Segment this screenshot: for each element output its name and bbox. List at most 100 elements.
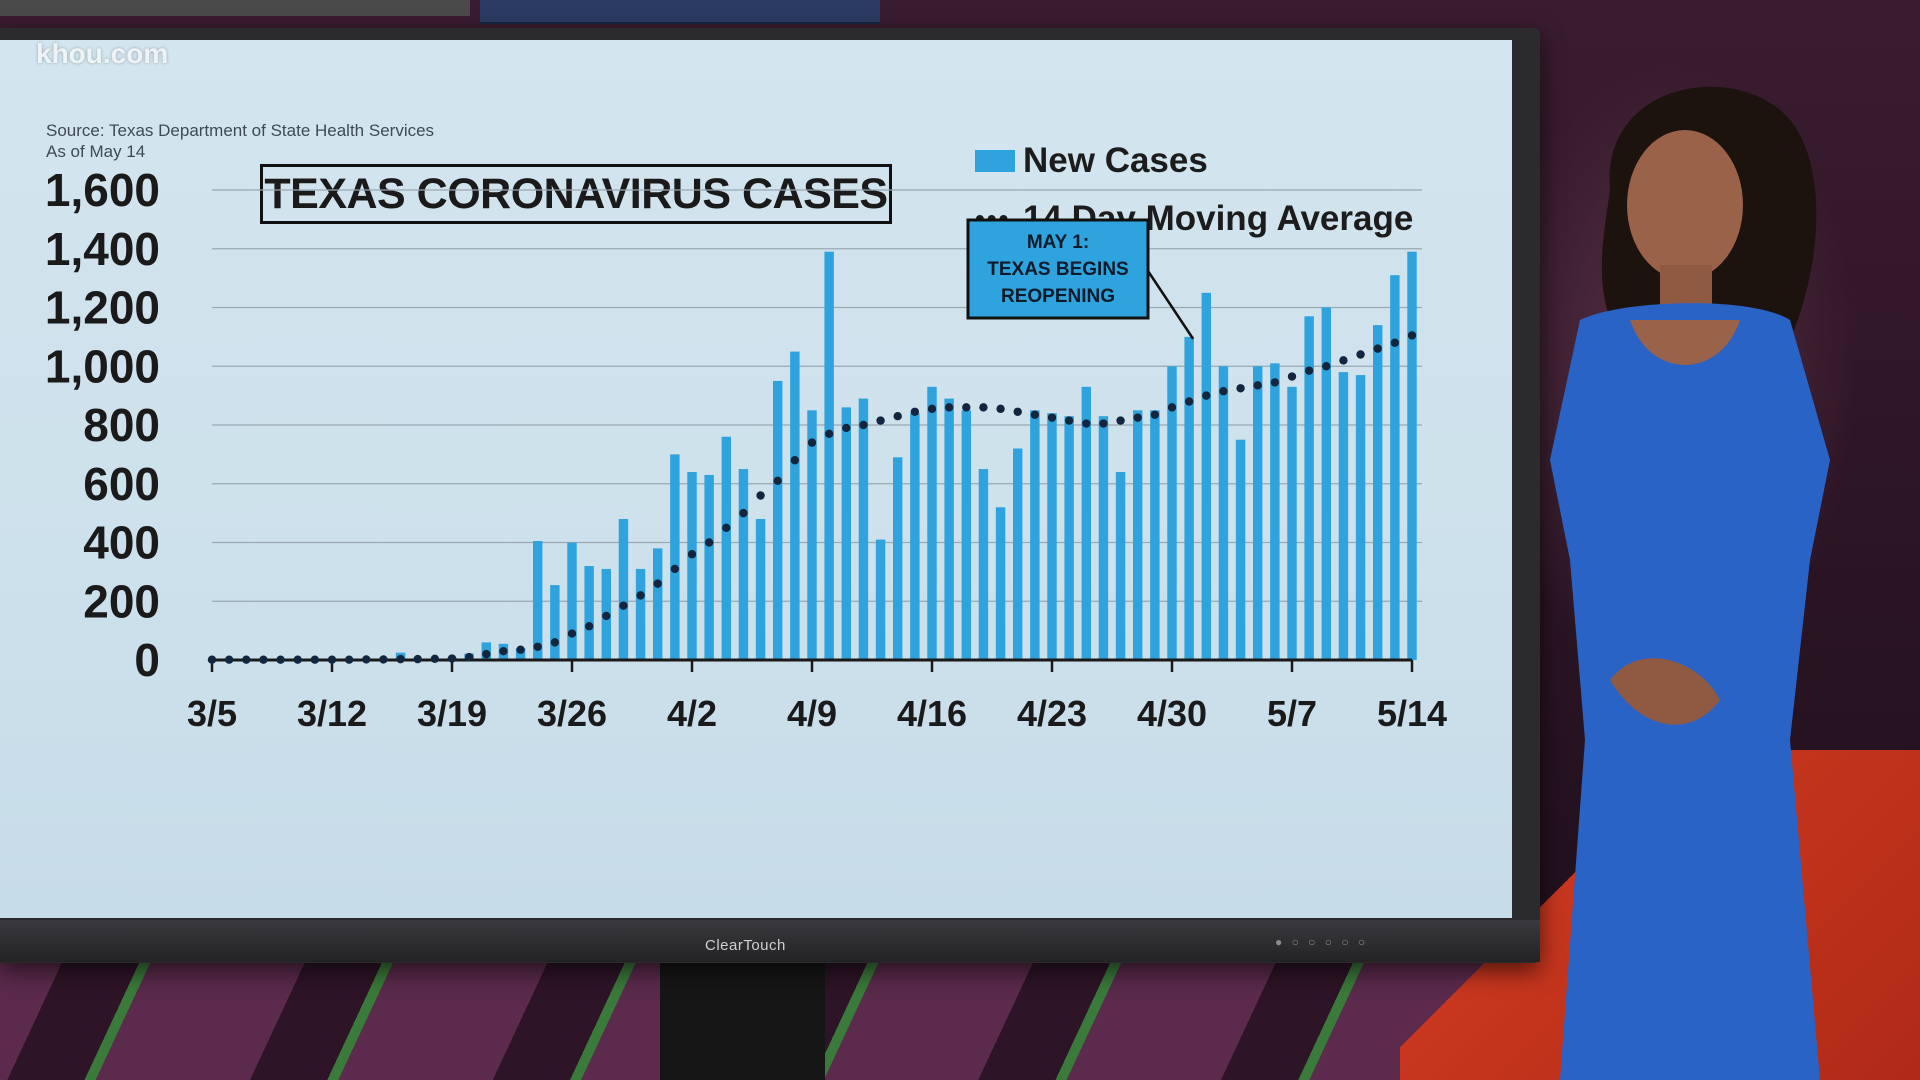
moving-average-point xyxy=(327,655,337,664)
bar-new-cases xyxy=(790,351,800,660)
y-tick-label: 1,600 xyxy=(45,164,160,216)
moving-average-point xyxy=(824,429,834,439)
moving-average-point xyxy=(1167,403,1177,412)
x-tick-label: 3/5 xyxy=(187,693,237,734)
bar-new-cases xyxy=(1201,292,1211,660)
moving-average-point xyxy=(567,629,577,638)
y-tick-label: 400 xyxy=(83,517,160,569)
moving-average-point xyxy=(1356,350,1365,359)
bar-new-cases xyxy=(1218,366,1229,660)
presenter-face xyxy=(1627,130,1743,280)
display-controls[interactable]: ● ○ ○ ○ ○ ○ xyxy=(1275,935,1369,949)
background-monitor-left xyxy=(0,0,470,16)
station-watermark: khou.com xyxy=(36,38,169,69)
moving-average-point xyxy=(859,420,868,430)
moving-average-point xyxy=(1013,407,1022,416)
legend-new-cases-label: New Cases xyxy=(1023,141,1208,180)
moving-average-point xyxy=(533,642,542,651)
x-tick-label: 4/9 xyxy=(787,693,837,734)
moving-average-point xyxy=(259,655,268,664)
moving-average-point xyxy=(276,655,285,664)
bar-new-cases xyxy=(1013,448,1023,660)
y-tick-label: 0 xyxy=(134,634,160,686)
chart-title: TEXAS CORONAVIRUS CASES xyxy=(260,164,892,224)
moving-average-point xyxy=(636,591,645,600)
moving-average-point xyxy=(1236,384,1245,393)
bar-new-cases xyxy=(584,566,594,660)
moving-average-point xyxy=(1150,410,1160,419)
bar-new-cases xyxy=(773,380,783,660)
bar-new-cases xyxy=(1081,386,1091,660)
moving-average-point xyxy=(1287,372,1297,381)
bar-new-cases xyxy=(1098,416,1109,660)
moving-average-point xyxy=(670,564,680,574)
x-tick-label: 5/7 xyxy=(1267,693,1317,734)
moving-average-point xyxy=(790,456,800,465)
moving-average-point xyxy=(739,508,748,518)
bar-new-cases xyxy=(653,548,663,660)
cases-chart: 0 200 400 600 800 1,000 1,200 1,400 1,600 3/5 3/12… xyxy=(45,164,1447,734)
moving-average-point xyxy=(396,654,405,664)
bar-new-cases xyxy=(927,386,937,660)
bar-new-cases xyxy=(1047,413,1057,660)
y-tick-label: 200 xyxy=(83,575,160,627)
bar-new-cases xyxy=(1390,275,1400,660)
bar-new-cases xyxy=(1338,372,1349,660)
annotation-box xyxy=(966,218,1150,320)
y-tick-label: 1,400 xyxy=(45,223,160,275)
bar-new-cases xyxy=(1253,366,1263,660)
moving-average-point xyxy=(379,655,388,664)
bar-new-cases xyxy=(533,541,543,660)
bar-new-cases xyxy=(1115,472,1126,660)
moving-average-point xyxy=(499,646,508,656)
display-bottom-bar xyxy=(0,920,1540,962)
news-presenter xyxy=(1550,86,1830,1080)
x-tick-label: 4/16 xyxy=(897,693,967,734)
bar-new-cases xyxy=(1270,363,1280,660)
moving-average-point xyxy=(773,476,782,486)
moving-average-point xyxy=(1390,338,1400,347)
moving-average-point xyxy=(344,655,354,664)
source-line: Source: Texas Department of State Health… xyxy=(46,121,435,140)
moving-average-point xyxy=(242,655,251,664)
bar-new-cases xyxy=(841,407,851,660)
presenter-neckline xyxy=(1630,320,1740,365)
moving-average-point xyxy=(910,407,920,416)
moving-average-point xyxy=(413,654,422,664)
moving-average-point xyxy=(1133,413,1142,422)
bar-new-cases xyxy=(515,648,526,660)
y-tick-label: 800 xyxy=(83,399,160,451)
moving-average-point xyxy=(1047,413,1057,422)
moving-average-point xyxy=(1304,366,1314,375)
legend-new-cases: New Cases xyxy=(975,136,1413,186)
moving-average-point xyxy=(1407,331,1417,340)
moving-average-point xyxy=(464,652,474,662)
bar-new-cases xyxy=(858,398,869,660)
bar-new-cases xyxy=(721,436,731,660)
bar-new-cases xyxy=(704,474,714,660)
bar-new-cases xyxy=(1030,410,1040,660)
moving-average-point xyxy=(1339,356,1348,365)
moving-average-point xyxy=(1099,419,1108,428)
bar-new-cases xyxy=(995,507,1006,660)
moving-average-point xyxy=(293,655,302,664)
bar-new-cases xyxy=(807,410,817,660)
y-tick-label: 1,000 xyxy=(45,340,160,392)
moving-average-point xyxy=(430,654,440,664)
bar-new-cases xyxy=(1355,375,1366,660)
moving-average-point xyxy=(602,611,611,621)
bar-new-cases xyxy=(687,472,697,660)
moving-average-point xyxy=(944,403,954,412)
bar-new-cases xyxy=(1373,325,1383,660)
bar-new-cases xyxy=(618,519,629,660)
bar-new-cases xyxy=(978,469,989,660)
bar-new-cases xyxy=(961,410,971,660)
bar-new-cases xyxy=(1321,307,1331,660)
y-tick-label: 1,200 xyxy=(45,282,160,334)
moving-average-point xyxy=(962,403,971,412)
moving-average-point xyxy=(1030,410,1040,419)
bar-new-cases xyxy=(755,519,766,660)
x-tick-label: 5/14 xyxy=(1377,693,1447,734)
bar-new-cases xyxy=(1167,366,1177,660)
bar-new-cases xyxy=(1304,316,1314,660)
